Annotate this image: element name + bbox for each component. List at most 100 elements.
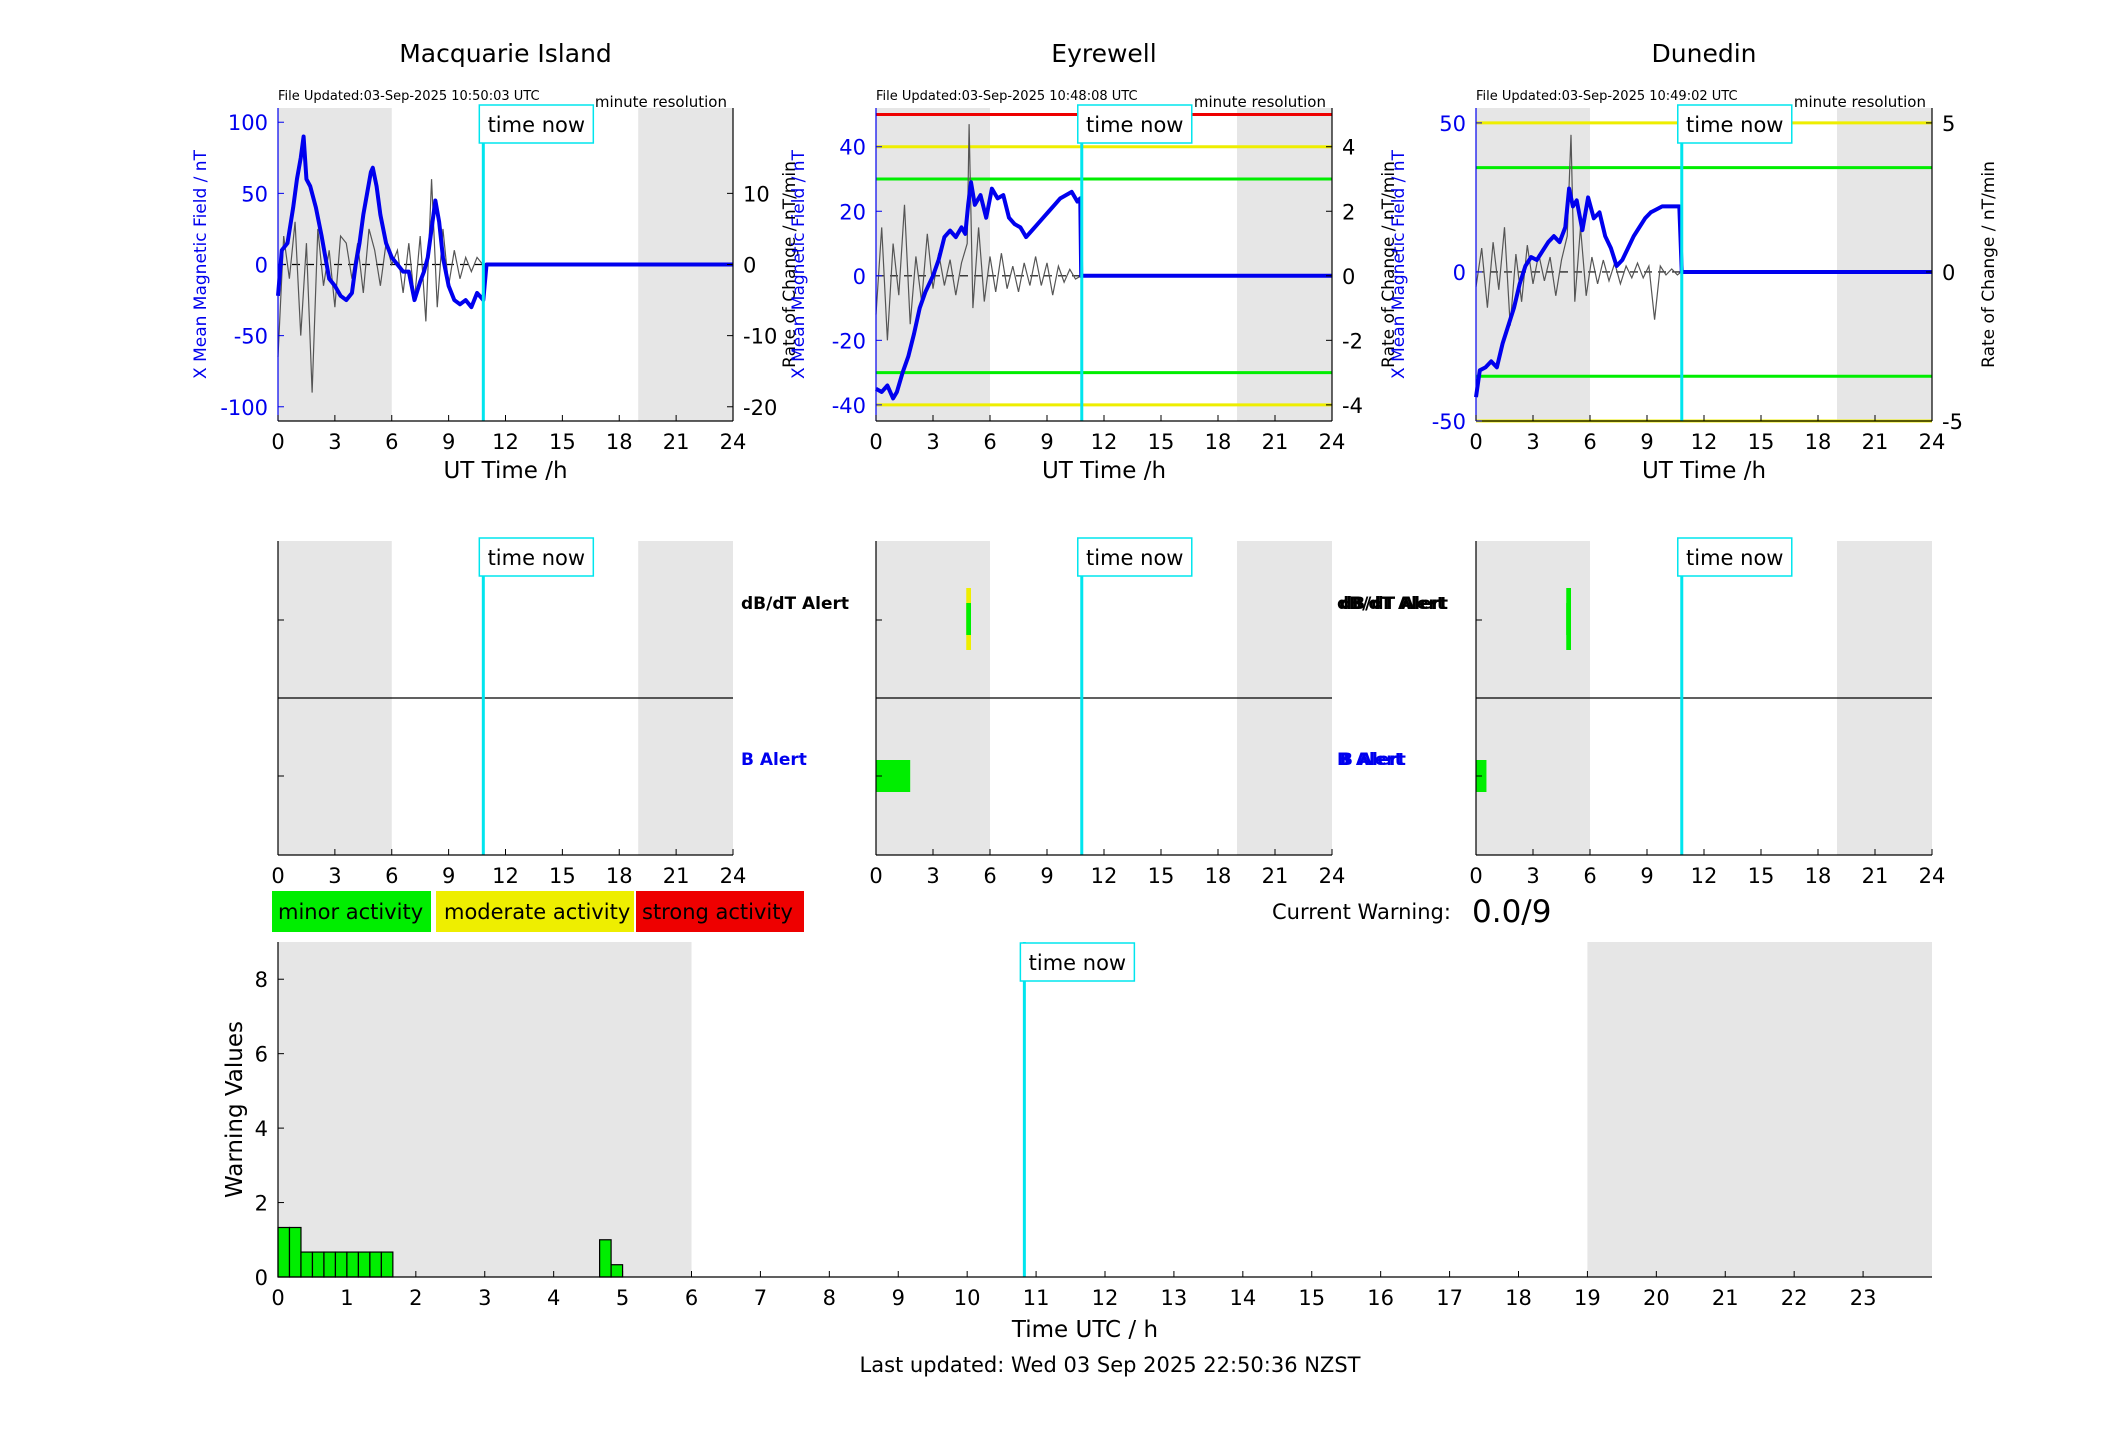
left-y-tick-label: -40 — [832, 394, 866, 418]
x-tick-label: 0 — [869, 430, 882, 454]
right-y-axis-label: Rate of Change / nT/min — [1979, 161, 1999, 368]
x-tick-label: 12 — [1091, 864, 1118, 888]
y-tick-label: 4 — [255, 1117, 268, 1141]
file-updated-label: File Updated:03-Sep-2025 10:50:03 UTC — [278, 89, 540, 104]
resolution-label: minute resolution — [1794, 93, 1926, 111]
x-tick-label: 9 — [1040, 430, 1053, 454]
alert-panel-1: time now 0 3 6 9 12 15 18 21 24 dB/dT Alert B Alert — [869, 537, 1448, 888]
left-y-tick-label: -100 — [220, 396, 268, 420]
right-y-axis-label: Rate of Change / nT/min — [780, 161, 800, 368]
x-tick-label: 0 — [271, 864, 284, 888]
x-tick-label: 6 — [1583, 864, 1596, 888]
x-tick-label: 18 — [1805, 430, 1832, 454]
x-tick-label: 24 — [720, 864, 747, 888]
station-title: Eyrewell — [1051, 39, 1156, 68]
x-tick-label: 9 — [442, 430, 455, 454]
right-y-tick-label: -2 — [1342, 329, 1363, 353]
y-tick-label: 6 — [255, 1043, 268, 1067]
left-y-tick-label: 0 — [255, 254, 268, 278]
x-tick-label: 10 — [954, 1286, 981, 1310]
x-tick-label: 6 — [983, 430, 996, 454]
time-now-label: time now — [1029, 951, 1126, 975]
x-tick-label: 5 — [616, 1286, 629, 1310]
night-shade — [1476, 108, 1590, 421]
b-alert-label: B Alert — [1337, 750, 1403, 770]
right-y-tick-label: 0 — [1942, 261, 1955, 285]
left-y-tick-label: 0 — [1453, 261, 1466, 285]
legend-strong-label: strong activity — [642, 900, 793, 924]
warning-bar — [369, 1251, 382, 1278]
alert-panel-0: time now 0 3 6 9 12 15 18 21 24 dB/dT Alert B Alert — [271, 537, 849, 888]
y-tick-label: 0 — [255, 1266, 268, 1290]
x-tick-label: 15 — [1298, 1286, 1325, 1310]
right-y-tick-label: -4 — [1342, 394, 1363, 418]
x-tick-label: 12 — [492, 430, 519, 454]
last-updated: Last updated: Wed 03 Sep 2025 22:50:36 N… — [860, 1353, 1361, 1377]
current-warning-value: 0.0/9 — [1472, 894, 1551, 930]
field-series-line — [1474, 186, 1932, 398]
night-shade — [1587, 942, 1932, 1277]
warning-bar — [380, 1251, 394, 1278]
right-y-tick-label: 10 — [743, 182, 770, 206]
warning-bar — [300, 1251, 314, 1278]
x-tick-label: 18 — [1505, 1286, 1532, 1310]
time-now-box — [478, 537, 595, 577]
x-tick-label: 3 — [1526, 430, 1539, 454]
left-y-axis-label: X Mean Magnetic Field / nT — [789, 149, 809, 379]
right-y-tick-label: -5 — [1942, 410, 1963, 434]
x-tick-label: 15 — [549, 864, 576, 888]
x-tick-label: 4 — [547, 1286, 560, 1310]
left-y-tick-label: 50 — [241, 182, 268, 206]
right-y-tick-label: 0 — [743, 254, 756, 278]
left-y-tick-label: 50 — [1439, 112, 1466, 136]
x-tick-label: 6 — [685, 1286, 698, 1310]
x-tick-label: 3 — [328, 864, 341, 888]
rate-series-line — [875, 124, 1082, 341]
x-tick-label: 12 — [1091, 430, 1118, 454]
x-tick-label: 14 — [1229, 1286, 1256, 1310]
x-tick-label: 0 — [869, 864, 882, 888]
legend-moderate-swatch — [436, 891, 634, 932]
left-y-tick-label: 20 — [839, 200, 866, 224]
x-tick-label: 18 — [606, 430, 633, 454]
x-tick-label: 12 — [1691, 864, 1718, 888]
field-series-line — [875, 180, 1332, 401]
x-tick-label: 6 — [1583, 430, 1596, 454]
x-tick-label: 16 — [1367, 1286, 1394, 1310]
right-y-tick-label: -20 — [743, 396, 777, 420]
left-y-tick-label: 100 — [228, 111, 268, 135]
time-now-box — [478, 104, 595, 144]
time-now-label: time now — [1086, 113, 1183, 137]
left-y-tick-label: -20 — [832, 329, 866, 353]
x-tick-label: 18 — [1805, 864, 1832, 888]
legend-minor-label: minor activity — [278, 900, 423, 924]
warning-bar — [599, 1239, 612, 1278]
left-y-tick-label: 0 — [853, 265, 866, 289]
x-tick-label: 2 — [409, 1286, 422, 1310]
x-tick-label: 24 — [1919, 430, 1946, 454]
warning-bar — [346, 1251, 360, 1278]
x-tick-label: 9 — [1640, 864, 1653, 888]
x-tick-label: 18 — [1205, 430, 1232, 454]
warning-bar — [334, 1251, 348, 1278]
x-tick-label: 12 — [1092, 1286, 1119, 1310]
time-now-box — [1677, 104, 1793, 144]
night-shade — [278, 942, 692, 1277]
legend-strong-swatch — [636, 891, 804, 932]
dbdt-alert-label: dB/dT Alert — [1340, 594, 1448, 614]
dbdt-alert-bar-inner — [1566, 603, 1571, 635]
field-series-line — [276, 134, 733, 310]
time-now-label: time now — [488, 546, 585, 570]
x-tick-label: 22 — [1781, 1286, 1808, 1310]
left-y-axis-label: X Mean Magnetic Field / nT — [191, 149, 211, 379]
x-tick-label: 21 — [1712, 1286, 1739, 1310]
right-y-tick-label: 4 — [1342, 136, 1355, 160]
x-axis-label: UT Time /h — [443, 458, 567, 484]
x-tick-label: 13 — [1161, 1286, 1188, 1310]
night-shade — [1237, 108, 1332, 421]
x-tick-label: 6 — [385, 864, 398, 888]
file-updated-label: File Updated:03-Sep-2025 10:48:08 UTC — [876, 89, 1138, 104]
time-now-box — [1077, 537, 1193, 577]
